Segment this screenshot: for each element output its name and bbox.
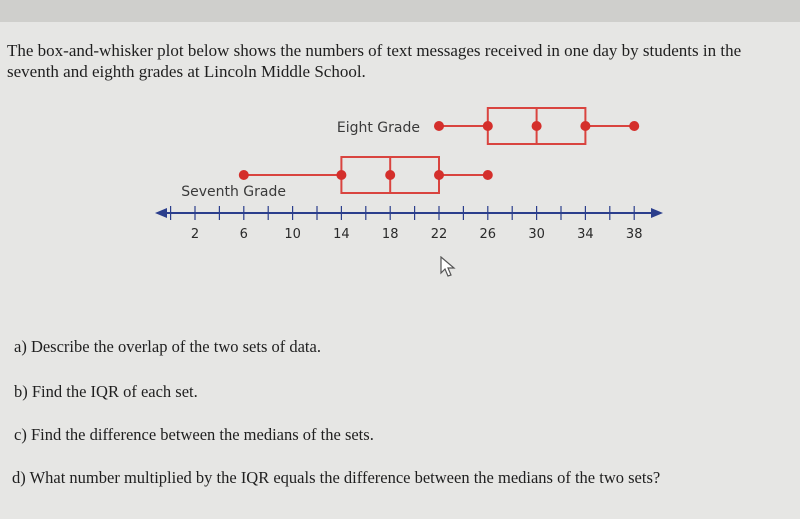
data-point bbox=[580, 121, 591, 131]
problem-statement: The box-and-whisker plot below shows the… bbox=[7, 41, 742, 81]
question-b: b) Find the IQR of each set. bbox=[14, 382, 198, 401]
question-c: c) Find the difference between the media… bbox=[14, 425, 374, 444]
data-point bbox=[531, 121, 542, 131]
tick-label: 38 bbox=[626, 227, 643, 242]
tick-label: 22 bbox=[431, 227, 448, 242]
top-strip bbox=[0, 0, 800, 22]
data-point bbox=[385, 170, 396, 180]
tick-label: 14 bbox=[333, 227, 350, 242]
tick-label: 26 bbox=[480, 227, 497, 242]
tick-label: 2 bbox=[191, 227, 199, 242]
data-point bbox=[482, 121, 493, 131]
series-label: Seventh Grade bbox=[181, 184, 286, 200]
data-point bbox=[629, 121, 640, 131]
data-point bbox=[434, 170, 444, 180]
tick-label: 34 bbox=[577, 227, 594, 242]
tick-label: 18 bbox=[382, 227, 399, 242]
data-point bbox=[238, 170, 249, 180]
mouse-cursor-icon bbox=[440, 255, 456, 283]
data-point bbox=[336, 170, 347, 180]
data-point bbox=[482, 170, 493, 180]
data-point bbox=[434, 121, 444, 131]
axis-arrow-left bbox=[155, 208, 167, 218]
question-a: a) Describe the overlap of the two sets … bbox=[14, 337, 321, 356]
tick-label: 10 bbox=[284, 227, 301, 242]
tick-label: 30 bbox=[528, 227, 545, 242]
tick-label: 6 bbox=[240, 227, 248, 242]
series-label: Eight Grade bbox=[337, 120, 420, 136]
question-d: d) What number multiplied by the IQR equ… bbox=[12, 468, 661, 487]
axis-arrow-right bbox=[651, 208, 663, 218]
